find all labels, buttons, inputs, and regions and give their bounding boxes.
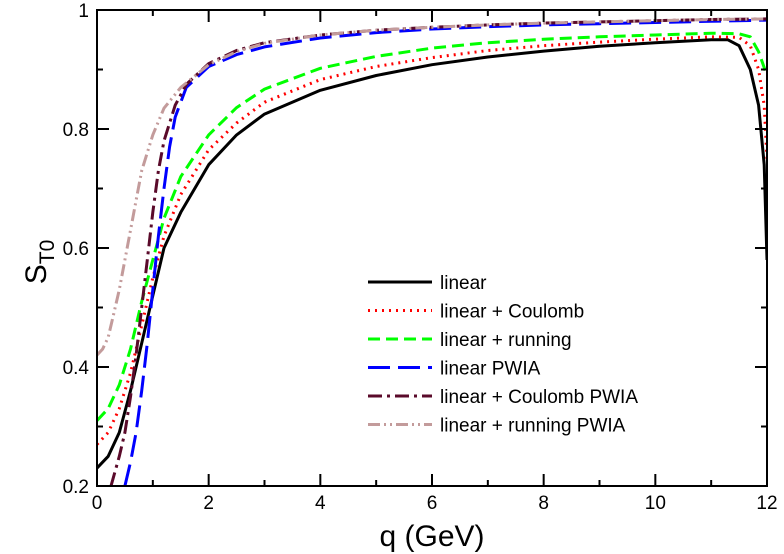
y-tick-label: 0.2 [63, 477, 89, 498]
series-line-linear [97, 38, 767, 470]
legend: linear linear + Coulomb linear + running li… [368, 273, 638, 437]
legend-label: linear + Coulomb [440, 302, 584, 323]
y-tick-label: 0.6 [63, 239, 89, 260]
plot-background [97, 10, 767, 486]
legend-label: linear + running PWIA [440, 416, 626, 437]
y-axis-title-main: S [20, 264, 53, 284]
legend-label: linear + running [440, 330, 572, 351]
legend-label: linear PWIA [440, 359, 541, 380]
ticks-layer: 0 2 4 6 8 10 12 0.2 0.4 0.6 0.8 1 [63, 1, 778, 514]
x-tick-label: 12 [756, 493, 777, 514]
legend-label: linear [440, 273, 487, 294]
x-tick-label: 2 [203, 493, 214, 514]
y-tick-label: 0.4 [63, 358, 90, 379]
x-tick-label: 10 [645, 493, 666, 514]
series-line-linear-coulomb-pwia [109, 17, 767, 486]
series-line-linear-running [97, 31, 767, 422]
x-tick-label: 0 [92, 493, 103, 514]
y-tick-label: 0.8 [63, 120, 89, 141]
y-axis-title: ST0 [20, 240, 59, 285]
series-line-linear-running-pwia [97, 17, 767, 357]
series-layer [97, 17, 767, 486]
x-tick-label: 8 [538, 493, 549, 514]
x-tick-label: 4 [315, 493, 326, 514]
x-tick-label: 6 [427, 493, 438, 514]
y-axis-title-subscript: T0 [36, 240, 59, 265]
x-axis-title: q (GeV) [379, 520, 484, 553]
y-tick-label: 1 [78, 1, 89, 22]
legend-label: linear + Coulomb PWIA [440, 387, 638, 408]
